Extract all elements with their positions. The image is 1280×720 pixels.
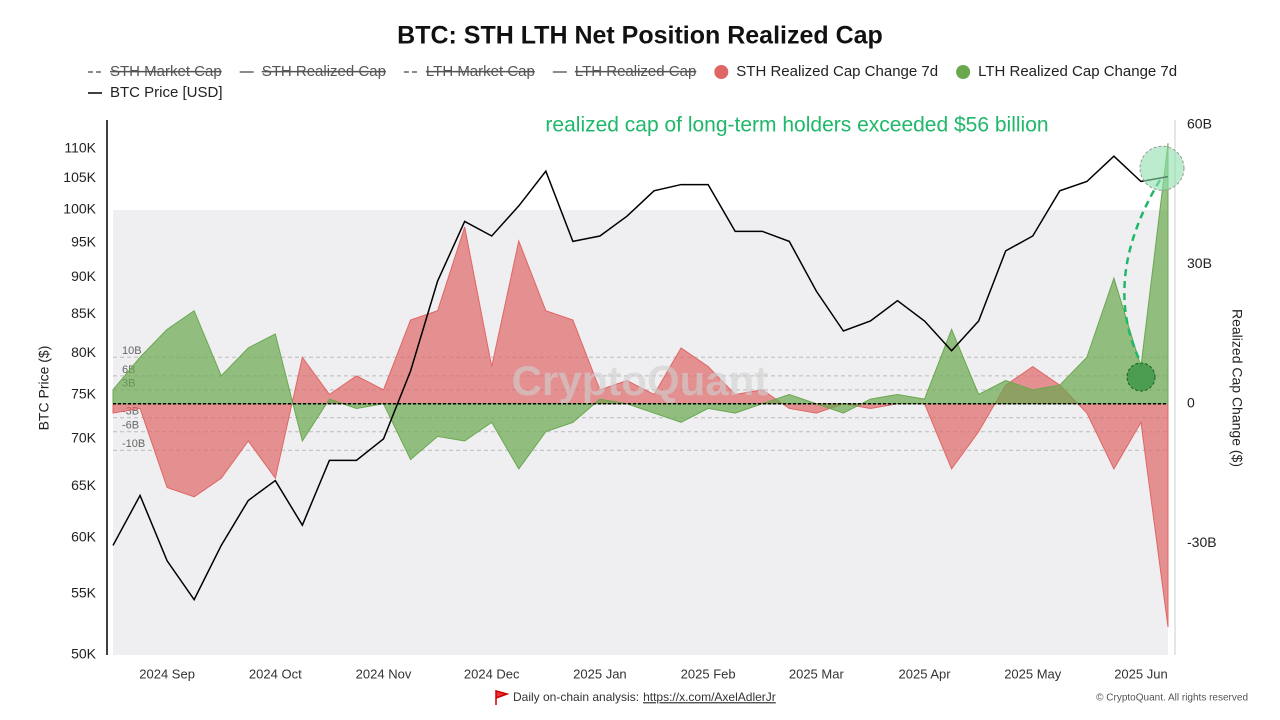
flag-icon	[495, 690, 510, 705]
area	[112, 226, 1169, 628]
chart-title: BTC: STH LTH Net Position Realized Cap	[397, 22, 883, 50]
x-tick-label: 2024 Nov	[356, 666, 412, 681]
legend-label: LTH Realized Cap	[575, 63, 696, 80]
footer-link[interactable]: https://x.com/AxelAdlerJr	[643, 690, 776, 704]
x-tick-label: 2024 Dec	[464, 666, 520, 681]
annotation-marker	[1126, 362, 1156, 392]
y-axis-title: BTC Price ($)	[36, 346, 52, 431]
y-tick-label: 110K	[64, 139, 96, 155]
y-tick-label: 55K	[71, 584, 97, 600]
y-tick-label: 90K	[71, 268, 97, 284]
reference-label: -6B	[122, 420, 139, 432]
legend-label: STH Market Cap	[110, 63, 222, 80]
price-line	[112, 155, 1169, 602]
y-tick-label: 60K	[71, 529, 97, 545]
y-tick-label: 100K	[63, 200, 96, 216]
y2-axis-title: Realized Cap Change ($)	[1229, 309, 1245, 467]
area	[112, 143, 1169, 470]
copyright: © CryptoQuant. All rights reserved	[1096, 693, 1248, 704]
legend-label: LTH Market Cap	[426, 63, 535, 80]
watermark: CryptoQuant	[512, 357, 769, 404]
footer-text: Daily on-chain analysis:	[513, 690, 639, 704]
x-tick-label: 2025 Apr	[899, 666, 952, 681]
y2-tick-label: 60B	[1187, 115, 1212, 131]
annotation: realized cap of long-term holders exceed…	[545, 114, 1048, 137]
y2-tick-label: 0	[1187, 394, 1195, 410]
annotation-arrow	[1123, 179, 1162, 364]
y-tick-label: 105K	[63, 169, 96, 185]
y-tick-label: 85K	[71, 305, 97, 321]
x-tick-label: 2024 Sep	[139, 666, 195, 681]
x-tick-label: 2025 May	[1004, 666, 1062, 681]
y-tick-label: 70K	[71, 430, 97, 446]
y-tick-label: 95K	[71, 233, 97, 249]
legend-label: STH Realized Cap Change 7d	[736, 63, 938, 80]
reference-label: 10B	[122, 345, 142, 357]
y-tick-label: 50K	[71, 646, 97, 662]
x-tick-label: 2025 Jun	[1114, 666, 1168, 681]
legend-symbol	[714, 65, 729, 79]
legend-label: LTH Realized Cap Change 7d	[978, 63, 1177, 80]
y-tick-label: 80K	[71, 344, 97, 360]
x-tick-label: 2025 Feb	[681, 666, 736, 681]
y-tick-label: 75K	[71, 385, 97, 401]
x-tick-label: 2024 Oct	[249, 666, 302, 681]
legend-label: BTC Price [USD]	[110, 84, 223, 101]
legend-symbol	[956, 65, 971, 79]
x-tick-label: 2025 Jan	[573, 666, 627, 681]
y2-tick-label: 30B	[1187, 255, 1212, 271]
legend-label: STH Realized Cap	[262, 63, 386, 80]
reference-label: -10B	[122, 438, 145, 450]
x-tick-label: 2025 Mar	[789, 666, 845, 681]
y-tick-label: 65K	[71, 477, 97, 493]
annotation-highlight	[1139, 145, 1185, 191]
y2-tick-label: -30B	[1187, 534, 1217, 550]
